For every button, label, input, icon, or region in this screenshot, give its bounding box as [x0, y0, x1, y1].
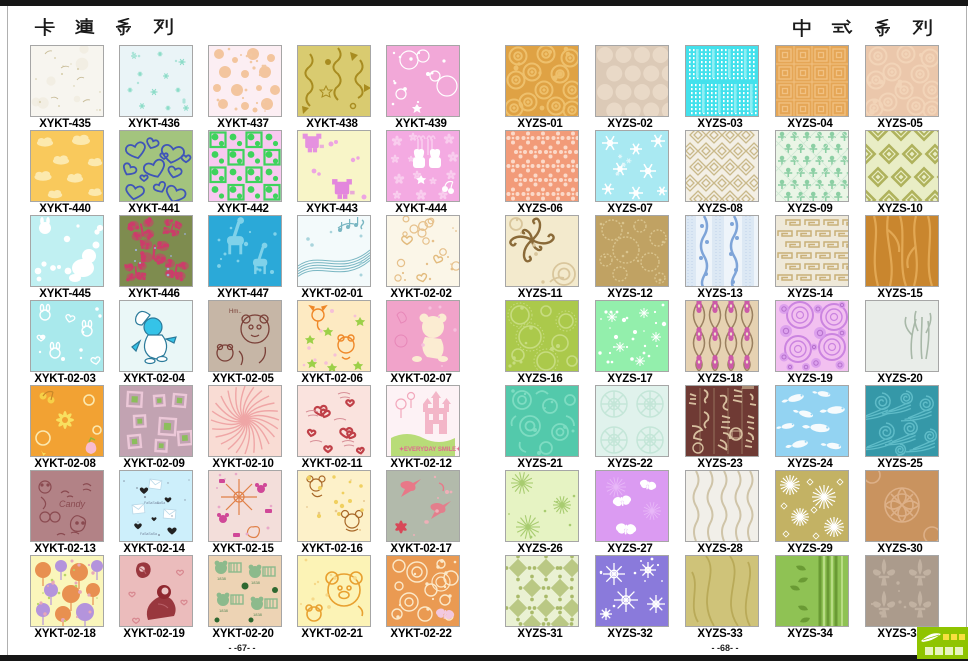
svg-text:1838: 1838 — [251, 580, 261, 585]
svg-text:Hm..: Hm.. — [229, 309, 242, 315]
svg-text:✦EVERYDAY SMILE✦: ✦EVERYDAY SMILE✦ — [399, 446, 459, 453]
svg-text:Candy: Candy — [59, 499, 86, 509]
svg-text:FaSaSaSaSa: FaSaSaSaSa — [144, 501, 165, 505]
svg-text:1838: 1838 — [219, 608, 229, 613]
svg-text:FaSaSaSa: FaSaSaSa — [140, 532, 157, 536]
svg-text:1838: 1838 — [217, 576, 227, 581]
svg-text:1838: 1838 — [253, 612, 263, 617]
